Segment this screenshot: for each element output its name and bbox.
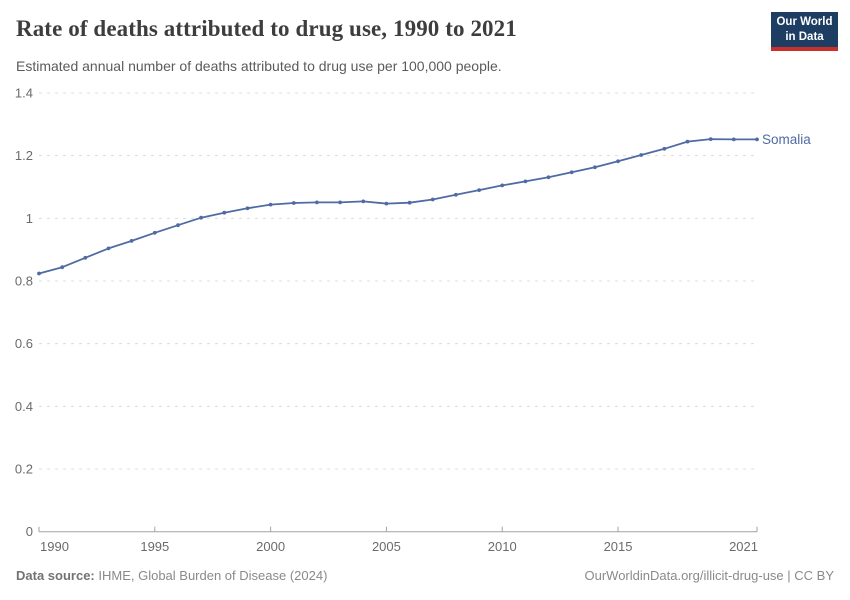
data-point[interactable] <box>523 179 528 184</box>
y-tick-label: 0.8 <box>15 274 33 289</box>
data-point[interactable] <box>106 246 111 251</box>
series-line-somalia[interactable] <box>38 138 758 275</box>
x-tick-label: 2010 <box>488 539 517 554</box>
data-point[interactable] <box>268 202 273 207</box>
data-source-text: IHME, Global Burden of Disease (2024) <box>94 568 328 583</box>
data-point[interactable] <box>454 192 458 197</box>
data-point[interactable] <box>37 271 41 276</box>
y-tick-label: 1 <box>26 211 33 226</box>
data-point[interactable] <box>83 255 88 260</box>
x-tick-label: 2005 <box>372 539 401 554</box>
data-point[interactable] <box>222 210 227 215</box>
x-tick-label: 2015 <box>604 539 633 554</box>
data-point[interactable] <box>755 137 759 142</box>
data-point[interactable] <box>199 215 204 220</box>
data-source: Data source: IHME, Global Burden of Dise… <box>16 568 327 583</box>
owid-logo[interactable]: Our World in Data <box>771 12 838 51</box>
chart-subtitle: Estimated annual number of deaths attrib… <box>16 58 502 74</box>
y-tick-label: 0 <box>26 524 33 539</box>
data-point[interactable] <box>593 165 597 170</box>
data-point[interactable] <box>60 265 65 270</box>
data-point[interactable] <box>685 139 690 144</box>
y-tick-label: 0.2 <box>15 462 33 477</box>
x-tick-label: 1995 <box>140 539 169 554</box>
data-point[interactable] <box>152 230 157 235</box>
data-point[interactable] <box>430 197 435 202</box>
data-point[interactable] <box>731 137 736 142</box>
y-tick-label: 1.2 <box>15 148 33 163</box>
data-point[interactable] <box>245 206 250 211</box>
data-point[interactable] <box>361 199 366 204</box>
data-point[interactable] <box>407 200 412 205</box>
data-point[interactable] <box>546 175 551 180</box>
data-point[interactable] <box>384 201 389 206</box>
owid-logo-line2: in Data <box>785 30 824 43</box>
data-point[interactable] <box>500 183 505 188</box>
y-tick-label: 0.4 <box>15 399 33 414</box>
credit-link[interactable]: OurWorldinData.org/illicit-drug-use | CC… <box>584 568 835 583</box>
x-tick-label: 2000 <box>256 539 285 554</box>
data-point[interactable] <box>338 200 342 205</box>
data-point[interactable] <box>708 137 713 142</box>
data-point[interactable] <box>477 188 481 193</box>
x-tick-label: 2021 <box>729 539 758 554</box>
x-tick-label: 1990 <box>40 539 69 554</box>
data-point[interactable] <box>129 239 134 243</box>
data-source-label: Data source: <box>16 568 95 583</box>
series-label-somalia[interactable]: Somalia <box>762 132 811 147</box>
data-point[interactable] <box>616 159 620 164</box>
data-point[interactable] <box>315 200 319 205</box>
y-tick-label: 0.6 <box>15 336 33 351</box>
chart-footer: Data source: IHME, Global Burden of Dise… <box>16 568 834 583</box>
chart-title: Rate of deaths attributed to drug use, 1… <box>16 16 517 41</box>
data-point[interactable] <box>176 223 180 228</box>
data-point[interactable] <box>639 153 644 157</box>
data-point[interactable] <box>291 201 296 205</box>
owid-logo-line1: Our World <box>776 15 833 28</box>
data-point[interactable] <box>569 170 574 175</box>
y-tick-label: 1.4 <box>15 86 33 101</box>
data-point[interactable] <box>662 146 667 151</box>
